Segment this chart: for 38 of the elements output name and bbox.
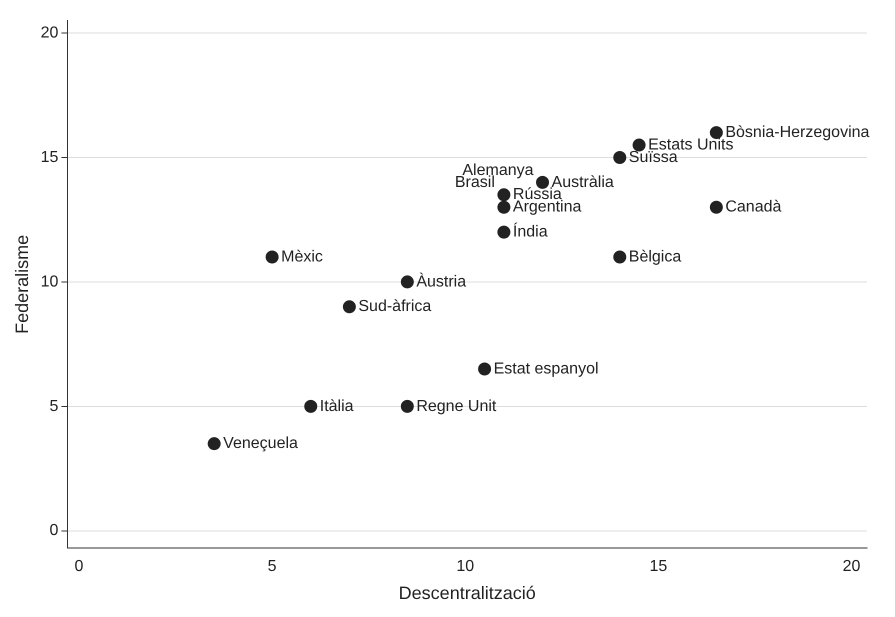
annotation: Bòsnia-Herzegovina (725, 124, 870, 141)
annotation: Argentina (512, 198, 582, 216)
annotation: Bèlgica (628, 248, 682, 266)
point (400, 400, 414, 413)
x-tick-label: 20 (842, 558, 861, 576)
x-tick-label: 10 (456, 558, 474, 576)
point (304, 400, 318, 413)
point (266, 250, 279, 264)
annotation: Índia (512, 222, 548, 241)
annotation: Itàlia (320, 398, 354, 415)
annotation: Suïssa (628, 148, 678, 166)
x-tick-label: 15 (650, 558, 668, 576)
annotation: Mèxic (281, 248, 323, 266)
y-tick-label: 20 (40, 24, 58, 42)
annotation: Veneçuela (223, 435, 298, 452)
y-tick-label: 10 (40, 273, 58, 290)
x-tick-label: 0 (74, 558, 84, 576)
point (497, 226, 510, 239)
x-axis-title: Descentralització (398, 583, 536, 604)
point (710, 200, 723, 214)
annotation: Canadà (725, 198, 782, 216)
point (613, 150, 626, 164)
point (400, 275, 414, 288)
annotation: Àustria (416, 272, 466, 290)
point (342, 300, 356, 314)
annotation: Regne Unit (416, 398, 497, 415)
point (478, 362, 492, 376)
annotation: Estat espanyol (494, 360, 599, 378)
y-tick-label: 0 (49, 522, 58, 540)
point (497, 188, 510, 202)
y-tick-label: 5 (49, 398, 58, 415)
x-tick-label: 5 (268, 558, 277, 576)
point (613, 250, 626, 264)
point (497, 200, 510, 214)
y-axis-title: Federalisme (12, 234, 32, 334)
y-tick-label: 15 (40, 148, 58, 166)
point (208, 437, 221, 450)
annotation: Sud-àfrica (358, 298, 432, 316)
